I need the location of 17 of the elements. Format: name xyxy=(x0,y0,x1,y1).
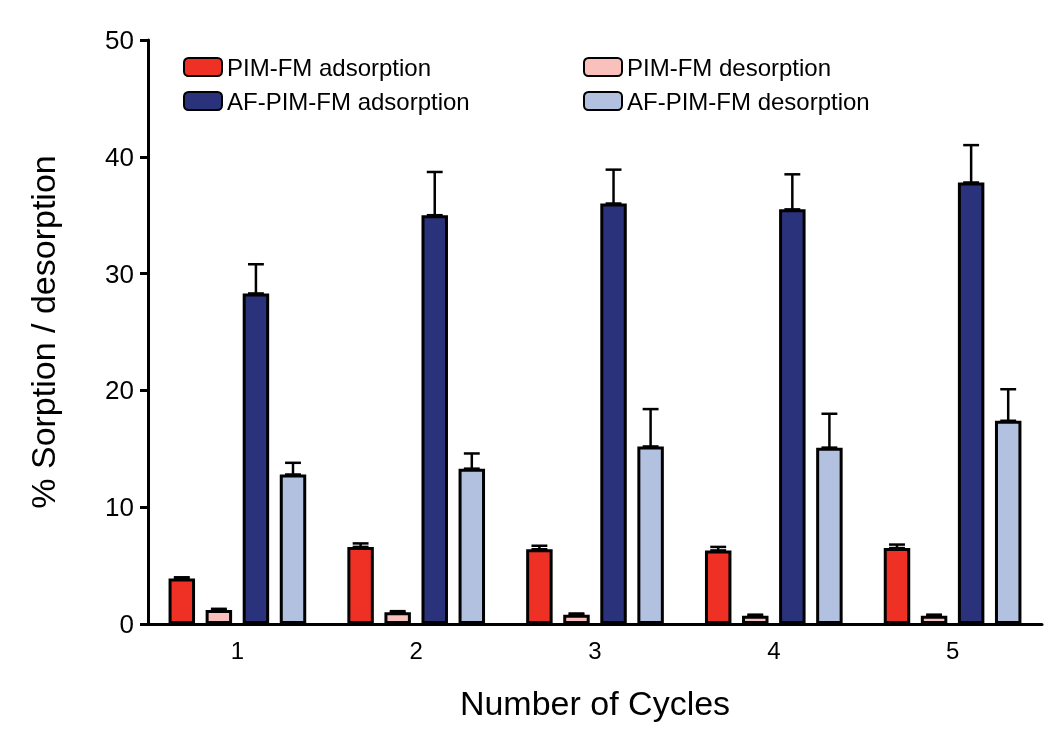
y-tick-label: 0 xyxy=(119,609,134,639)
y-axis-title: % Sorption / desorption xyxy=(24,155,62,509)
legend-label: PIM-FM desorption xyxy=(627,53,832,81)
y-tick-label: 30 xyxy=(105,258,134,289)
x-tick-label: 4 xyxy=(767,636,781,664)
x-tick-label: 3 xyxy=(588,636,602,664)
x-axis-title: Number of Cycles xyxy=(459,684,731,722)
legend-label: AF-PIM-FM adsorption xyxy=(227,87,470,115)
legend-label: PIM-FM adsorption xyxy=(227,53,432,81)
y-tick-label: 40 xyxy=(105,141,134,172)
x-tick-label: 1 xyxy=(230,636,245,664)
y-tick-label: 20 xyxy=(105,375,134,406)
x-tick-label: 2 xyxy=(409,636,423,664)
legend-label: AF-PIM-FM desorption xyxy=(627,87,870,115)
x-tick-label: 5 xyxy=(945,636,960,664)
y-tick-label: 10 xyxy=(105,492,134,523)
y-tick-label: 50 xyxy=(105,25,134,55)
